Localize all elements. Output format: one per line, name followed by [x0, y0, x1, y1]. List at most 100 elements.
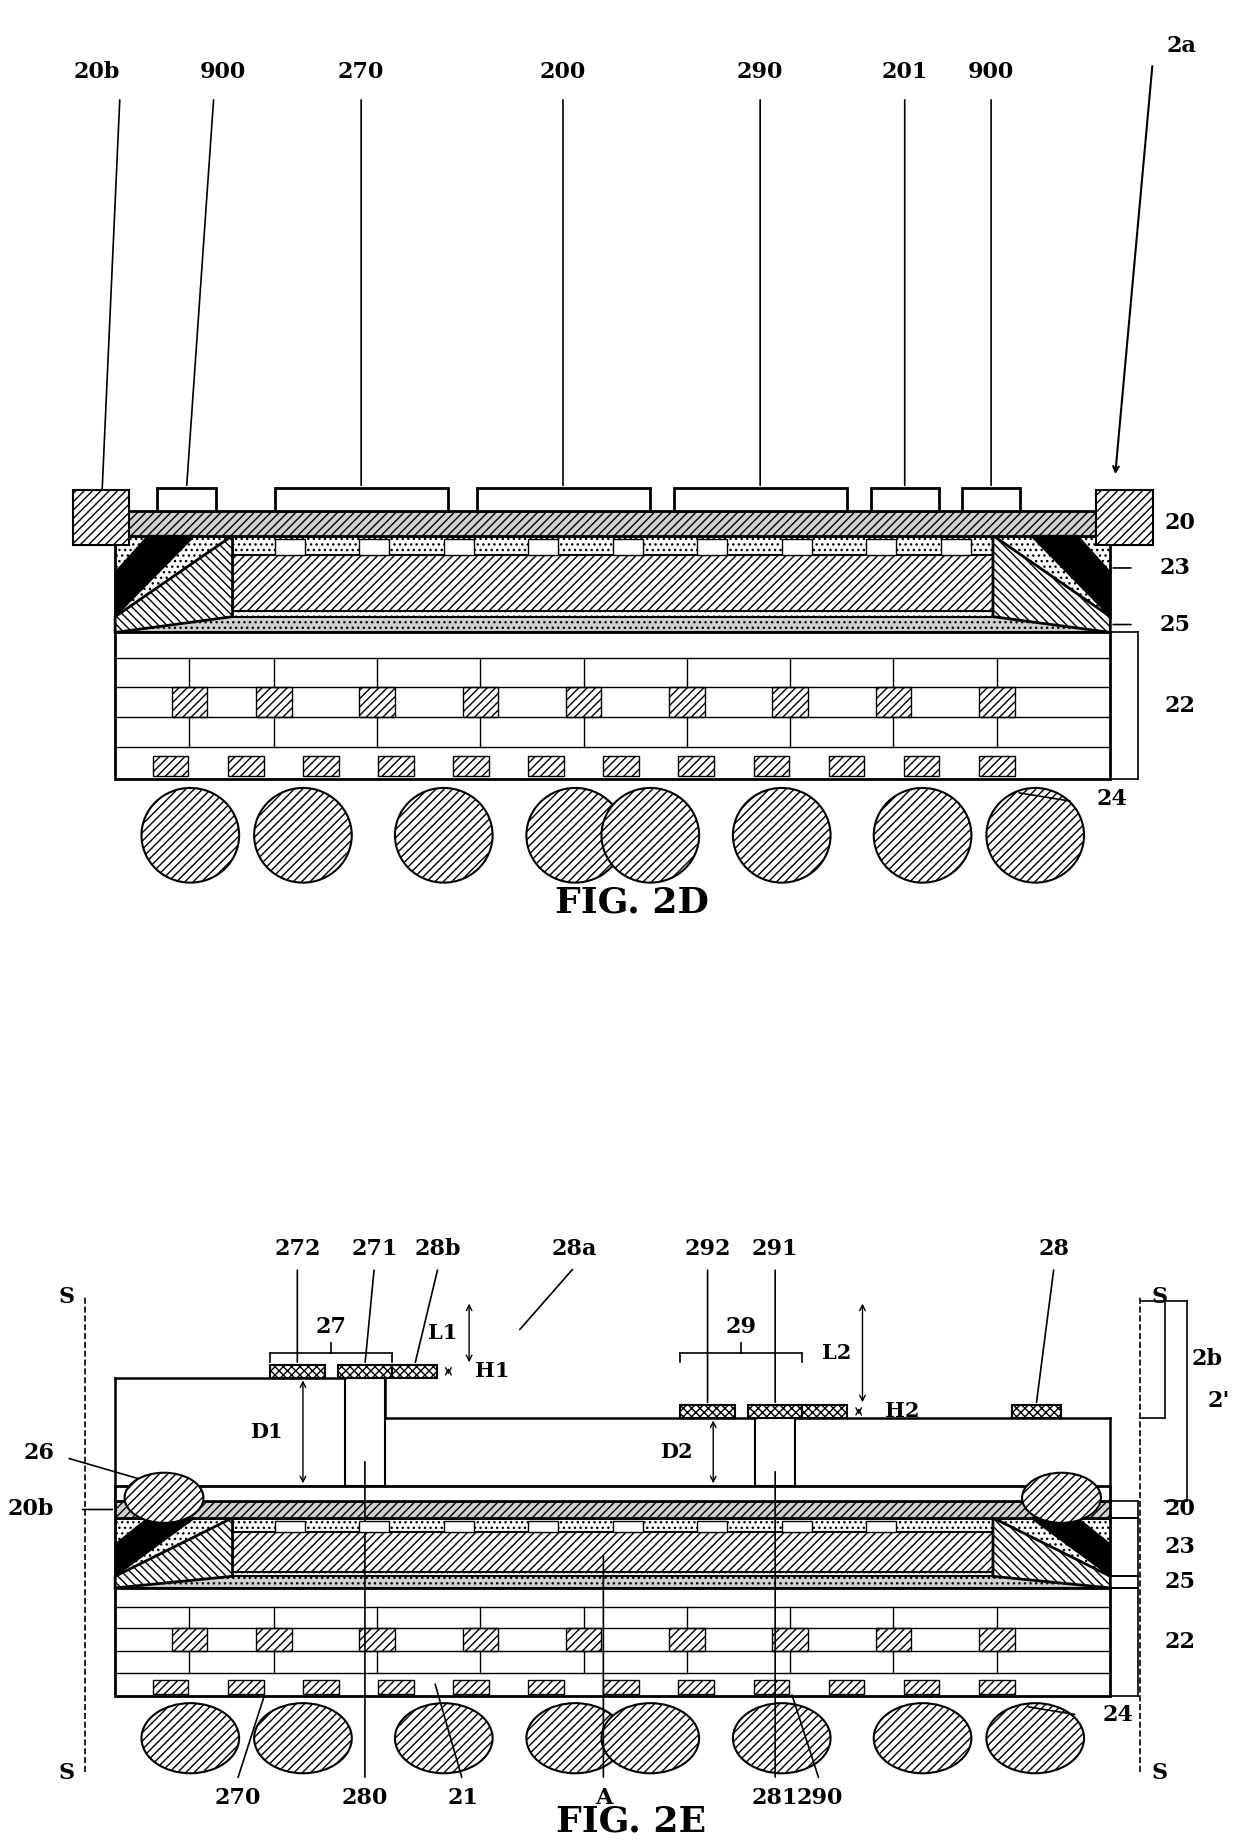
Ellipse shape — [986, 787, 1084, 883]
Text: 27: 27 — [316, 1316, 347, 1338]
Ellipse shape — [733, 787, 831, 883]
Bar — [670, 1628, 704, 1650]
Text: D1: D1 — [249, 1421, 283, 1441]
Text: 20: 20 — [1164, 1499, 1195, 1521]
Text: 26: 26 — [24, 1441, 55, 1464]
Bar — [904, 756, 940, 776]
Ellipse shape — [1022, 1473, 1101, 1523]
Bar — [360, 1628, 396, 1650]
Bar — [978, 686, 1014, 717]
Bar — [528, 540, 558, 554]
Ellipse shape — [254, 1704, 352, 1774]
Bar — [303, 1680, 339, 1695]
Text: H1: H1 — [475, 1362, 510, 1380]
Bar — [870, 488, 939, 510]
Text: 29: 29 — [725, 1316, 756, 1338]
Bar — [697, 1521, 728, 1532]
Bar — [275, 488, 449, 510]
Text: 23: 23 — [1164, 1536, 1195, 1558]
Bar — [678, 756, 714, 776]
Text: FIG. 2D: FIG. 2D — [554, 885, 708, 920]
Ellipse shape — [986, 1704, 1084, 1774]
Polygon shape — [115, 1517, 233, 1587]
Text: 24: 24 — [1102, 1704, 1133, 1726]
Text: FIG. 2E: FIG. 2E — [557, 1805, 707, 1839]
Text: 21: 21 — [448, 1787, 479, 1809]
Ellipse shape — [396, 787, 492, 883]
Text: S: S — [58, 1286, 74, 1308]
Bar — [867, 1521, 897, 1532]
Ellipse shape — [396, 1704, 492, 1774]
Polygon shape — [115, 1517, 195, 1576]
Bar — [978, 756, 1014, 776]
Polygon shape — [993, 1517, 1110, 1587]
Text: 291: 291 — [751, 1238, 799, 1260]
Bar — [781, 540, 812, 554]
Polygon shape — [1030, 1517, 1110, 1576]
Bar — [773, 686, 808, 717]
Bar — [875, 1628, 911, 1650]
Text: 25: 25 — [1164, 1571, 1195, 1593]
Bar — [1096, 490, 1152, 545]
Bar — [270, 1366, 325, 1377]
Text: 290: 290 — [796, 1787, 842, 1809]
Polygon shape — [1030, 536, 1110, 617]
Text: 272: 272 — [274, 1238, 321, 1260]
Bar — [528, 1521, 558, 1532]
Bar — [228, 756, 264, 776]
Text: 290: 290 — [737, 61, 784, 83]
Bar — [153, 1680, 188, 1695]
Bar — [748, 1404, 802, 1417]
Bar — [875, 686, 911, 717]
Ellipse shape — [733, 1704, 831, 1774]
Text: 25: 25 — [1159, 614, 1190, 636]
Bar — [670, 686, 704, 717]
Bar — [453, 756, 489, 776]
Bar — [528, 756, 564, 776]
Ellipse shape — [874, 1704, 971, 1774]
Bar — [828, 1680, 864, 1695]
Text: 24: 24 — [1096, 789, 1127, 809]
Text: 23: 23 — [1159, 556, 1190, 578]
Bar — [115, 1576, 1110, 1587]
Text: D2: D2 — [660, 1441, 693, 1462]
Bar — [153, 756, 188, 776]
Bar — [303, 756, 339, 776]
Bar — [115, 510, 1110, 536]
Bar — [378, 756, 414, 776]
Bar — [463, 1628, 498, 1650]
Bar — [228, 1532, 998, 1573]
Bar — [392, 1366, 438, 1377]
Text: 2': 2' — [1208, 1390, 1230, 1412]
Bar — [115, 1486, 1110, 1501]
Text: 900: 900 — [200, 61, 247, 83]
Text: 28a: 28a — [552, 1238, 596, 1260]
Text: 900: 900 — [968, 61, 1014, 83]
Bar — [773, 1628, 808, 1650]
Bar — [604, 756, 639, 776]
Polygon shape — [115, 536, 233, 632]
Bar — [1012, 1404, 1060, 1417]
Bar — [802, 1404, 847, 1417]
Ellipse shape — [874, 787, 971, 883]
Bar — [781, 1521, 812, 1532]
Bar — [828, 756, 864, 776]
Bar — [115, 1517, 1110, 1576]
Text: 28: 28 — [1038, 1238, 1069, 1260]
Text: 281: 281 — [751, 1787, 799, 1809]
Text: 280: 280 — [342, 1787, 388, 1809]
Text: 22: 22 — [1164, 1632, 1195, 1654]
Bar — [255, 1628, 291, 1650]
Bar — [115, 536, 1110, 617]
Text: 2a: 2a — [1167, 35, 1197, 57]
Text: 271: 271 — [351, 1238, 398, 1260]
Ellipse shape — [601, 1704, 699, 1774]
Bar — [476, 488, 650, 510]
Text: S: S — [1151, 1286, 1167, 1308]
Bar — [444, 540, 474, 554]
Bar — [453, 1680, 489, 1695]
Bar — [565, 686, 601, 717]
Text: 20: 20 — [1164, 512, 1195, 534]
Bar — [681, 1404, 735, 1417]
Bar — [337, 1366, 392, 1377]
